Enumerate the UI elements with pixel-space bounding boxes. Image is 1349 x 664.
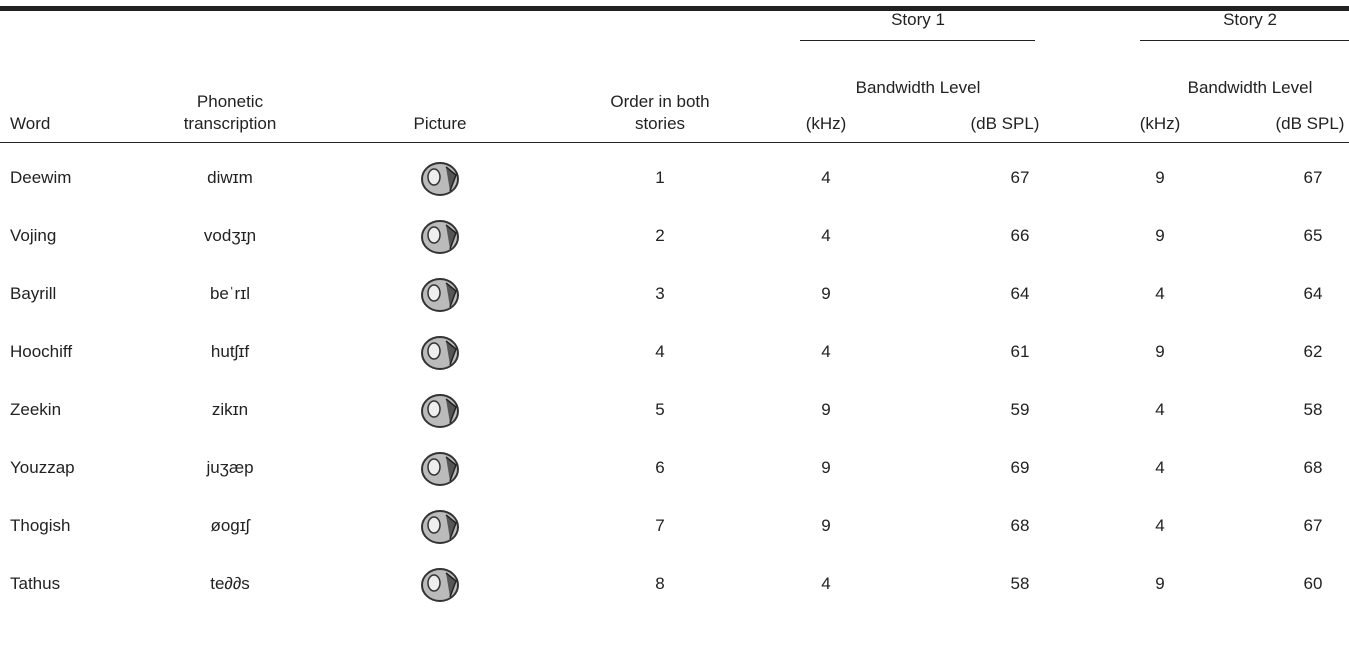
story-rule (800, 40, 1035, 41)
cell-value: 9 (821, 400, 831, 419)
group-heading: Bandwidth Level (1187, 78, 1313, 97)
cell-value: 64 (1010, 284, 1030, 303)
picture-icon (421, 220, 459, 254)
phonetic: juʒæp (206, 458, 254, 477)
picture-icon (421, 394, 459, 428)
cell-value: 66 (1010, 226, 1030, 245)
cell-value: 4 (1155, 284, 1165, 303)
column-header: (dB SPL) (970, 114, 1040, 133)
cell-value: 4 (655, 342, 665, 361)
phonetic: beˈrɪl (209, 284, 251, 303)
column-header: Word (10, 114, 51, 133)
picture-icon (421, 510, 459, 544)
cell-value: 4 (1155, 458, 1165, 477)
column-header: (kHz) (805, 114, 847, 133)
cell-value: 9 (1155, 226, 1165, 245)
cell-value: 5 (655, 400, 665, 419)
phonetic: diwɪm (207, 168, 253, 187)
picture-icon (421, 162, 459, 196)
cell-value: 6 (655, 458, 665, 477)
word: Thogish (10, 516, 71, 535)
picture-icon (421, 568, 459, 602)
word: Zeekin (10, 400, 62, 419)
phonetic: te∂∂s (210, 574, 250, 593)
phonetic: vodʒɪɲ (203, 226, 257, 245)
word: Vojing (10, 226, 57, 245)
cell-value: 4 (1155, 400, 1165, 419)
column-header: Phonetic transcription (183, 92, 277, 133)
cell-value: 58 (1010, 574, 1030, 593)
phonetic: hutʃɪf (210, 342, 250, 361)
cell-value: 1 (655, 168, 665, 187)
cell-value: 9 (821, 284, 831, 303)
cell-value: 2 (655, 226, 665, 245)
cell-value: 4 (821, 342, 831, 361)
column-header: (dB SPL) (1275, 114, 1345, 133)
column-header: Picture (413, 114, 467, 133)
cell-value: 9 (1155, 574, 1165, 593)
cell-value: 67 (1010, 168, 1030, 187)
cell-value: 9 (821, 516, 831, 535)
cell-value: 7 (655, 516, 665, 535)
cell-value: 68 (1303, 458, 1323, 477)
cell-value: 4 (1155, 516, 1165, 535)
cell-value: 9 (821, 458, 831, 477)
cell-value: 59 (1010, 400, 1030, 419)
cell-value: 61 (1010, 342, 1030, 361)
story-heading: Story 1 (891, 10, 945, 29)
cell-value: 67 (1303, 516, 1323, 535)
cell-value: 4 (821, 226, 831, 245)
cell-value: 4 (821, 574, 831, 593)
cell-value: 9 (1155, 168, 1165, 187)
cell-value: 8 (655, 574, 665, 593)
cell-value: 64 (1303, 284, 1323, 303)
picture-icon (421, 452, 459, 486)
word: Tathus (10, 574, 61, 593)
group-heading: Bandwidth Level (855, 78, 981, 97)
cell-value: 3 (655, 284, 665, 303)
cell-value: 67 (1303, 168, 1323, 187)
cell-value: 9 (1155, 342, 1165, 361)
header-rule (0, 142, 1349, 143)
cell-value: 69 (1010, 458, 1030, 477)
story-heading: Story 2 (1223, 10, 1277, 29)
cell-value: 68 (1010, 516, 1030, 535)
phonetic: zikɪn (211, 400, 249, 419)
cell-value: 4 (821, 168, 831, 187)
column-header: Order in both stories (610, 92, 710, 133)
word: Youzzap (10, 458, 75, 477)
cell-value: 62 (1303, 342, 1323, 361)
cell-value: 58 (1303, 400, 1323, 419)
word: Hoochiff (10, 342, 73, 361)
cell-value: 65 (1303, 226, 1323, 245)
phonetic: øogɪʃ (210, 516, 250, 535)
cell-value: 60 (1303, 574, 1323, 593)
column-header: (kHz) (1139, 114, 1181, 133)
story-rule (1140, 40, 1349, 41)
picture-icon (421, 278, 459, 312)
top-rule (0, 6, 1349, 11)
word: Deewim (10, 168, 72, 187)
picture-icon (421, 336, 459, 370)
word: Bayrill (10, 284, 57, 303)
